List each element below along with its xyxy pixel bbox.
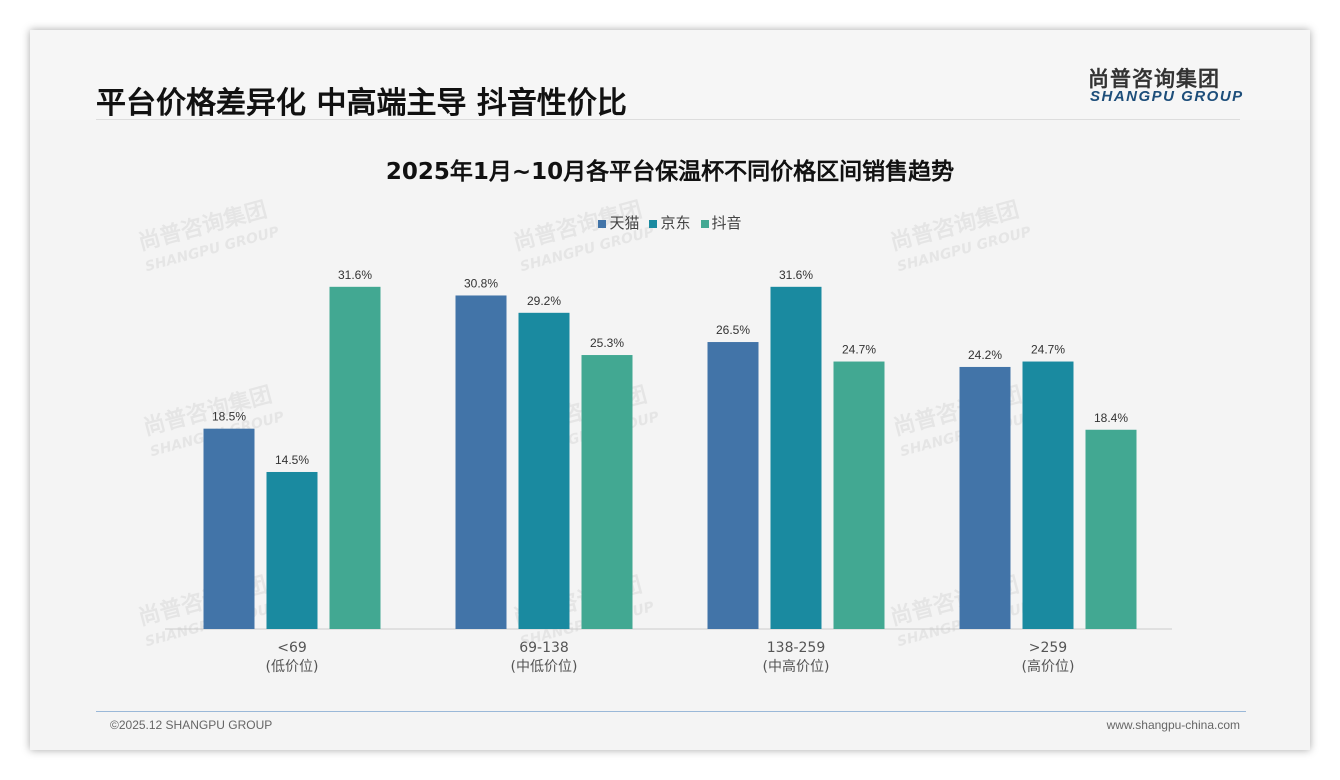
bar	[266, 471, 318, 629]
bar	[1085, 429, 1137, 629]
data-label: 24.7%	[1031, 343, 1065, 357]
footer-divider	[96, 711, 1246, 712]
bar	[833, 361, 885, 629]
data-label: 25.3%	[590, 336, 624, 350]
x-tick-sublabel: (中低价位)	[511, 659, 578, 675]
bar	[518, 312, 570, 629]
legend-label: 天猫	[609, 214, 640, 232]
bar	[203, 428, 255, 629]
x-tick-sublabel: (低价位)	[266, 659, 319, 675]
slide: 平台价格差异化 中高端主导 抖音性价比 尚普咨询集团 SHANGPU GROUP…	[30, 30, 1310, 750]
header	[30, 30, 1310, 120]
data-label: 14.5%	[275, 453, 309, 467]
bar	[707, 342, 759, 629]
logo-en: SHANGPU GROUP	[1090, 88, 1244, 105]
bar	[770, 286, 822, 629]
data-label: 31.6%	[779, 268, 813, 282]
legend-item: 抖音	[700, 212, 742, 233]
legend-item: 京东	[649, 212, 691, 233]
bar	[959, 366, 1011, 629]
data-label: 18.4%	[1094, 411, 1128, 425]
x-tick-label: 69-138	[519, 640, 569, 656]
chart-title: 2025年1月~10月各平台保温杯不同价格区间销售趋势	[385, 159, 955, 185]
bar	[581, 355, 633, 629]
website: www.shangpu-china.com	[1106, 718, 1240, 732]
data-label: 24.7%	[842, 343, 876, 357]
x-tick-label: <69	[277, 640, 307, 656]
x-tick-label: >259	[1029, 640, 1067, 656]
legend-label: 抖音	[711, 214, 742, 232]
data-label: 24.2%	[968, 348, 1002, 362]
bar	[329, 286, 381, 629]
x-tick-sublabel: (中高价位)	[763, 658, 830, 675]
legend-swatch	[598, 219, 607, 228]
logo-cn: 尚普咨询集团	[1088, 67, 1220, 91]
legend: 天猫 京东 抖音	[0, 212, 1340, 233]
bar	[455, 295, 507, 629]
legend-item: 天猫	[598, 212, 639, 233]
data-label: 30.8%	[464, 276, 498, 290]
bar	[1022, 361, 1074, 629]
data-label: 31.6%	[338, 268, 372, 282]
page-title: 平台价格差异化 中高端主导 抖音性价比	[96, 86, 627, 121]
header-divider	[96, 119, 1240, 120]
legend-swatch	[700, 219, 709, 228]
legend-swatch	[649, 219, 658, 228]
data-label: 29.2%	[527, 294, 561, 308]
x-tick-label: 138-259	[767, 640, 826, 656]
legend-label: 京东	[660, 214, 691, 232]
x-tick-sublabel: (高价位)	[1022, 658, 1075, 675]
data-label: 26.5%	[716, 323, 750, 337]
copyright: ©2025.12 SHANGPU GROUP	[110, 718, 273, 732]
data-label: 18.5%	[212, 410, 246, 424]
